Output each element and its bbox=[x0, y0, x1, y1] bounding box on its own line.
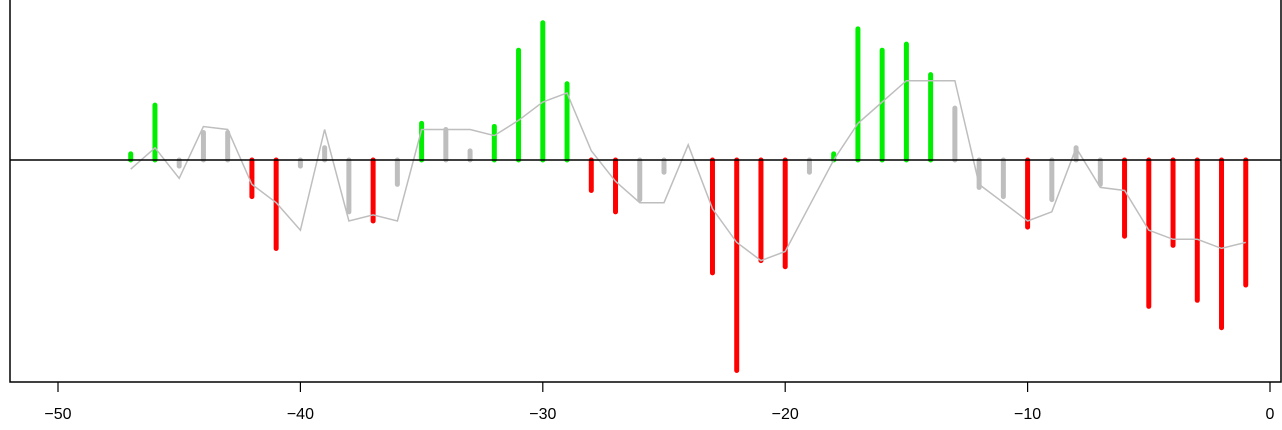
x-tick-label: 0 bbox=[1266, 406, 1275, 423]
x-tick-label: −40 bbox=[287, 406, 314, 423]
x-tick-label: −20 bbox=[772, 406, 799, 423]
x-tick-label: −30 bbox=[529, 406, 556, 423]
x-tick-label: −10 bbox=[1014, 406, 1041, 423]
x-axis: −50 −40 −30 −20 −10 0 bbox=[44, 382, 1275, 423]
x-tick-label: −50 bbox=[44, 406, 71, 423]
plot-frame bbox=[9, 0, 1282, 383]
smooth-line bbox=[130, 79, 1246, 262]
bars-layer bbox=[128, 20, 1249, 373]
